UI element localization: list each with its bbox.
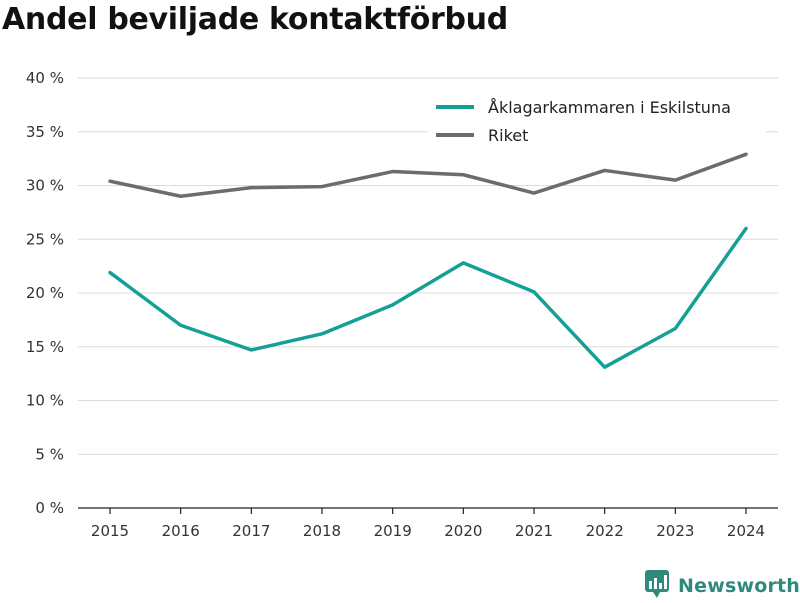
- x-tick-label: 2022: [586, 522, 624, 540]
- x-tick-label: 2017: [232, 522, 270, 540]
- data-point: [320, 185, 324, 189]
- y-tick-label: 5 %: [35, 445, 64, 463]
- data-point: [673, 326, 677, 330]
- data-point: [179, 194, 183, 198]
- data-point: [603, 168, 607, 172]
- data-point: [603, 365, 607, 369]
- brand-name: Newsworthy: [678, 575, 800, 597]
- x-tick-label: 2018: [303, 522, 341, 540]
- series-lines: [108, 152, 748, 369]
- x-tick-label: 2024: [727, 522, 765, 540]
- legend-background: [428, 90, 766, 152]
- y-tick-label: 15 %: [26, 338, 64, 356]
- series-line: [108, 152, 748, 198]
- data-point: [532, 191, 536, 195]
- data-point: [179, 323, 183, 327]
- chart-title: Andel beviljade kontaktförbud: [2, 2, 508, 37]
- data-point: [744, 227, 748, 230]
- x-tick-label: 2023: [656, 522, 694, 540]
- data-point: [320, 332, 324, 336]
- data-point: [744, 152, 748, 156]
- data-point: [108, 271, 112, 275]
- x-tick-label: 2015: [91, 522, 129, 540]
- x-tick-label: 2019: [374, 522, 412, 540]
- y-axis: 0 % 5 % 10 % 15 % 20 % 25 % 30 % 35 % 40 %: [26, 69, 64, 517]
- y-tick-label: 0 %: [35, 499, 64, 517]
- data-point: [461, 261, 465, 265]
- data-point: [461, 173, 465, 177]
- legend-label: Riket: [488, 126, 528, 145]
- y-tick-label: 20 %: [26, 284, 64, 302]
- brand: Newsworthy: [644, 569, 800, 603]
- legend: Åklagarkammaren i Eskilstuna Riket: [428, 90, 766, 152]
- data-point: [391, 303, 395, 307]
- y-tick-label: 35 %: [26, 123, 64, 141]
- x-tick-label: 2021: [515, 522, 553, 540]
- data-point: [249, 186, 253, 190]
- data-point: [108, 179, 112, 183]
- y-tick-label: 30 %: [26, 177, 64, 195]
- data-point: [391, 170, 395, 174]
- newsworthy-logo-icon: [644, 569, 672, 603]
- data-point: [532, 290, 536, 294]
- x-tick-label: 2016: [162, 522, 200, 540]
- x-tick-label: 2020: [444, 522, 482, 540]
- data-point: [673, 178, 677, 182]
- y-tick-label: 40 %: [26, 69, 64, 87]
- series-line: [108, 226, 748, 369]
- data-point: [249, 348, 253, 352]
- y-tick-label: 25 %: [26, 230, 64, 248]
- legend-label: Åklagarkammaren i Eskilstuna: [488, 98, 731, 117]
- y-tick-label: 10 %: [26, 392, 64, 410]
- x-axis: 2015 2016 2017 2018 2019 2020 2021 2022 2023 2024: [78, 507, 778, 540]
